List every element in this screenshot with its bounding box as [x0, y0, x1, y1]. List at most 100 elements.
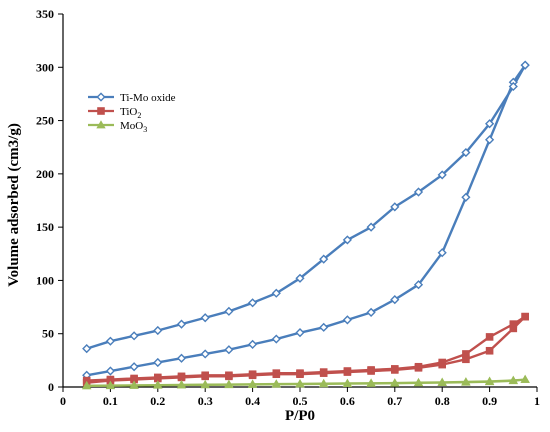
x-tick-label: 0.7 — [387, 394, 402, 408]
ti-mo-oxide-adsorption-point — [413, 280, 424, 290]
moo3-desorption-point — [295, 378, 305, 388]
ti-mo-oxide-desorption-point — [366, 222, 376, 232]
ti-mo-oxide-adsorption-point — [176, 353, 187, 363]
moo3-desorption-point — [366, 378, 376, 387]
x-tick-label: 0.9 — [482, 394, 497, 408]
tio2-desorption-point — [272, 369, 281, 377]
tio2-desorption-point — [521, 312, 529, 321]
ti-mo-oxide-adsorption-point — [319, 322, 329, 332]
ti-mo-oxide-desorption-point — [319, 254, 329, 264]
ti-mo-oxide-adsorption-point — [437, 248, 447, 258]
ti-mo-oxide-desorption-point — [129, 331, 139, 341]
ti-mo-oxide-desorption-point — [271, 288, 281, 298]
axes: 0 0.1 0.2 0.3 0.4 0.5 0.6 0.7 0.8 0.9 1 0 50 100 150 20… — [36, 7, 540, 408]
tio2-desorption-point — [177, 372, 186, 381]
moo3-desorption-point — [200, 379, 210, 389]
ti-mo-oxide-desorption-point — [105, 336, 115, 346]
moo3-desorption-point — [247, 379, 258, 388]
legend-label-main: MoO — [120, 120, 143, 132]
moo3-desorption-point — [437, 377, 447, 386]
legend-item-tio2: TiO2 — [88, 106, 141, 120]
ti-mo-oxide-desorption-point — [437, 170, 447, 180]
ti-mo-oxide-adsorption-point — [200, 349, 210, 359]
ti-mo-oxide-adsorption-point — [248, 339, 258, 349]
legend-item-moo3: MoO3 — [88, 120, 147, 134]
moo3-desorption-point — [105, 380, 116, 389]
ti-mo-oxide-adsorption-point — [295, 328, 305, 338]
x-tick-label: 0.2 — [150, 394, 165, 408]
ti-mo-oxide-desorption-point — [461, 147, 471, 158]
tio2-desorption-line — [86, 315, 526, 382]
ti-mo-oxide-desorption-point — [153, 325, 163, 336]
tio2-adsorption-point — [485, 346, 494, 355]
legend-swatch-marker — [96, 120, 106, 129]
ti-mo-oxide-adsorption-point — [366, 307, 376, 317]
ti-mo-oxide-adsorption-point — [271, 334, 281, 344]
tio2-desorption-point — [485, 333, 494, 341]
legend-label: MoO3 — [120, 120, 147, 134]
tio2-desorption-point — [319, 368, 328, 376]
ti-mo-oxide-adsorption-point — [153, 357, 163, 368]
ti-mo-oxide-desorption-point — [82, 344, 92, 354]
x-tick-label: 0.4 — [245, 394, 260, 408]
tio2-desorption-point — [391, 365, 399, 373]
moo3-desorption-line — [86, 378, 526, 387]
y-tick-label: 150 — [36, 220, 54, 234]
ti-mo-oxide-desorption-point — [390, 202, 400, 212]
series-moo3 — [82, 374, 530, 390]
y-axis-title: Volume adsorbed (cm3/g) — [6, 123, 22, 287]
ti-mo-oxide-adsorption-point — [485, 135, 495, 145]
tio2-desorption-point — [343, 367, 352, 375]
tio2-desorption-point — [509, 320, 518, 328]
tio2-desorption-point — [438, 358, 446, 367]
moo3-desorption-point — [153, 380, 163, 389]
ti-mo-oxide-desorption-point — [200, 313, 210, 323]
y-tick-label: 50 — [42, 327, 54, 341]
moo3-desorption-point — [224, 379, 234, 388]
y-tick-label: 200 — [36, 167, 54, 181]
ti-mo-oxide-desorption-point — [342, 235, 352, 245]
moo3-desorption-point — [413, 377, 424, 386]
ti-mo-oxide-desorption-point — [248, 298, 258, 308]
ti-mo-oxide-desorption-point — [508, 81, 518, 92]
legend-label-subscript: 3 — [143, 125, 147, 134]
y-tick-label: 350 — [36, 7, 54, 21]
tio2-desorption-point — [201, 371, 209, 380]
x-axis-title: P/P0 — [285, 408, 315, 424]
legend-label: Ti-Mo oxide — [120, 92, 176, 104]
x-tick-label: 0.1 — [103, 394, 118, 408]
tio2-desorption-point — [367, 366, 375, 374]
moo3-desorption-point — [129, 380, 139, 389]
ti-mo-oxide-adsorption-point — [105, 366, 115, 376]
ti-mo-oxide-adsorption-point — [129, 362, 139, 372]
tio2-desorption-point — [296, 369, 304, 377]
series-layer — [82, 60, 530, 390]
legend-swatch-marker — [97, 107, 105, 115]
ti-mo-oxide-desorption-point — [485, 119, 495, 129]
ti-mo-oxide-desorption-point — [224, 306, 234, 316]
moo3-desorption-point — [342, 378, 353, 387]
moo3-desorption-point — [176, 380, 187, 389]
x-tick-label: 1 — [534, 394, 540, 408]
series-ti-mo-oxide — [82, 60, 530, 380]
x-tick-label: 0.8 — [435, 394, 450, 408]
x-tick-label: 0.5 — [293, 394, 308, 408]
y-tick-label: 100 — [36, 273, 54, 287]
ti-mo-oxide-desorption-point — [176, 319, 187, 329]
x-tick-label: 0.3 — [198, 394, 213, 408]
legend-label-main: TiO — [120, 106, 137, 118]
tio2-desorption-point — [225, 371, 233, 380]
tio2-desorption-point — [462, 350, 470, 358]
y-tick-label: 0 — [48, 380, 54, 394]
moo3-desorption-point — [461, 377, 471, 386]
ti-mo-oxide-desorption-point — [520, 60, 530, 70]
moo3-desorption-point — [520, 374, 530, 383]
series-tio2 — [82, 312, 529, 387]
tio2-desorption-point — [154, 373, 162, 382]
legend-label: TiO2 — [120, 106, 141, 120]
y-tick-label: 300 — [36, 60, 54, 74]
legend-swatch-marker — [96, 92, 106, 102]
ti-mo-oxide-adsorption-point — [224, 345, 234, 355]
